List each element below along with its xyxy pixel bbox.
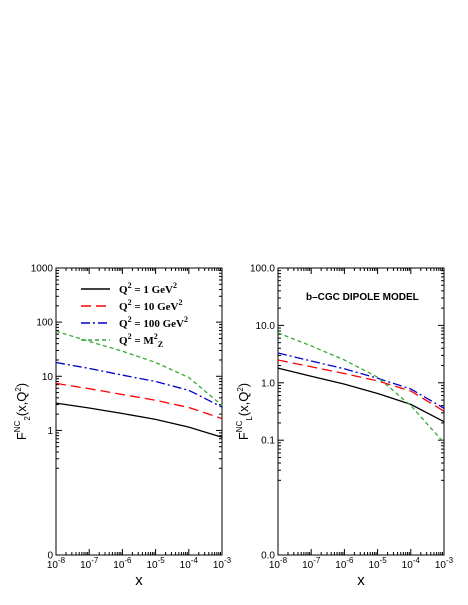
x-tick-label: 10-5 <box>146 556 165 571</box>
legend-post-sup: 2 <box>173 281 177 290</box>
x-tick-exponent: -7 <box>313 556 321 565</box>
legend-label-0: Q2 = 1 GeV2 <box>119 281 177 296</box>
x-tick-label: 10-4 <box>402 556 421 571</box>
x-tick-label: 10-6 <box>113 556 132 571</box>
x-tick-exponent: -5 <box>158 556 166 565</box>
y-label-tail: (x,Q <box>236 392 251 417</box>
legend-q: Q <box>119 318 128 330</box>
legend-label-2: Q2 = 100 GeV2 <box>119 315 188 330</box>
x-tick-exponent: -6 <box>124 556 132 565</box>
x-tick-base: 10 <box>80 560 92 571</box>
x-axis-label: x <box>357 572 365 589</box>
x-tick-label: 10-8 <box>47 556 66 571</box>
y-label-base: F <box>14 432 29 440</box>
y-tick-label: 1.0 <box>261 378 275 389</box>
legend-post-sup: 2 <box>154 332 158 341</box>
series-line-0 <box>55 402 223 438</box>
y-label-sub: L <box>245 416 254 421</box>
legend-q: Q <box>119 284 128 296</box>
y-tick-label: 10.0 <box>256 321 276 332</box>
y-label-close: ) <box>236 383 251 387</box>
y-label-tail-sup: 2 <box>236 387 245 392</box>
x-tick-label: 10-7 <box>302 556 321 571</box>
x-tick-base: 10 <box>302 560 314 571</box>
y-tick-label: 10 <box>42 372 54 383</box>
plot-frame <box>55 267 223 556</box>
series-line-2 <box>277 352 445 409</box>
y-tick-label: 100.0 <box>250 264 275 275</box>
x-tick-base: 10 <box>335 560 347 571</box>
y-tick-label: 100 <box>36 318 53 329</box>
x-tick-label: 10-6 <box>335 556 354 571</box>
x-tick-base: 10 <box>435 560 447 571</box>
x-tick-label: 10-5 <box>368 556 387 571</box>
x-tick-label: 10-3 <box>435 556 454 571</box>
x-tick-exponent: -7 <box>91 556 99 565</box>
y-tick-label: 1 <box>47 426 53 437</box>
series-line-0 <box>277 367 445 423</box>
legend-post-sub: Z <box>158 340 163 349</box>
x-tick-exponent: -8 <box>280 556 288 565</box>
y-label-close: ) <box>14 383 29 387</box>
x-tick-exponent: -5 <box>380 556 388 565</box>
series-line-1 <box>55 382 223 420</box>
legend-mid: = 100 GeV <box>132 318 184 330</box>
x-tick-exponent: -3 <box>224 556 232 565</box>
y-label-tail: (x,Q <box>14 392 29 417</box>
legend-q: Q <box>119 301 128 313</box>
y-axis-label: FNC2(x,Q2) <box>13 383 32 440</box>
x-tick-label: 10-8 <box>269 556 288 571</box>
y-tick-label: 0.0 <box>261 551 275 562</box>
y-label-sup: NC <box>13 420 22 432</box>
x-tick-exponent: -6 <box>346 556 354 565</box>
x-tick-exponent: -4 <box>191 556 199 565</box>
x-tick-label: 10-3 <box>213 556 232 571</box>
y-tick-label: 0 <box>47 551 53 562</box>
legend-post-sup: 2 <box>178 298 182 307</box>
x-tick-base: 10 <box>146 560 158 571</box>
x-tick-base: 10 <box>269 560 281 571</box>
series-line-3 <box>277 332 445 444</box>
legend-q-sup: 2 <box>128 315 132 324</box>
legend-q-sup: 2 <box>128 298 132 307</box>
legend-mid: = 10 GeV <box>132 301 179 313</box>
y-axis-label: FNCL(x,Q2) <box>235 383 254 440</box>
x-tick-exponent: -3 <box>446 556 454 565</box>
x-tick-base: 10 <box>213 560 225 571</box>
y-label-sup: NC <box>235 420 244 432</box>
legend-mid: = 1 GeV <box>132 284 173 296</box>
x-tick-exponent: -4 <box>413 556 421 565</box>
y-label-sub: 2 <box>23 416 32 421</box>
x-tick-base: 10 <box>113 560 125 571</box>
x-axis-label: x <box>135 572 143 589</box>
y-label-base: F <box>236 432 251 440</box>
legend-q: Q <box>119 335 128 347</box>
x-tick-base: 10 <box>47 560 59 571</box>
legend-label-1: Q2 = 10 GeV2 <box>119 298 182 313</box>
x-tick-exponent: -8 <box>58 556 66 565</box>
x-tick-base: 10 <box>368 560 380 571</box>
legend-q-sup: 2 <box>128 332 132 341</box>
x-tick-base: 10 <box>402 560 414 571</box>
x-tick-label: 10-4 <box>180 556 199 571</box>
legend-q-sup: 2 <box>128 281 132 290</box>
plot-frame <box>277 267 445 556</box>
series-line-1 <box>277 359 445 412</box>
y-tick-label: 1000 <box>31 264 54 275</box>
y-tick-label: 0.1 <box>261 436 275 447</box>
legend-post-sup: 2 <box>184 315 188 324</box>
legend-label-3: Q2 = M2Z <box>119 332 163 349</box>
series-line-2 <box>55 361 223 408</box>
x-tick-label: 10-7 <box>80 556 99 571</box>
model-annotation: b–CGC DIPOLE MODEL <box>306 292 419 303</box>
x-tick-base: 10 <box>180 560 192 571</box>
legend-mid: = M <box>132 335 155 347</box>
y-label-tail-sup: 2 <box>14 387 23 392</box>
